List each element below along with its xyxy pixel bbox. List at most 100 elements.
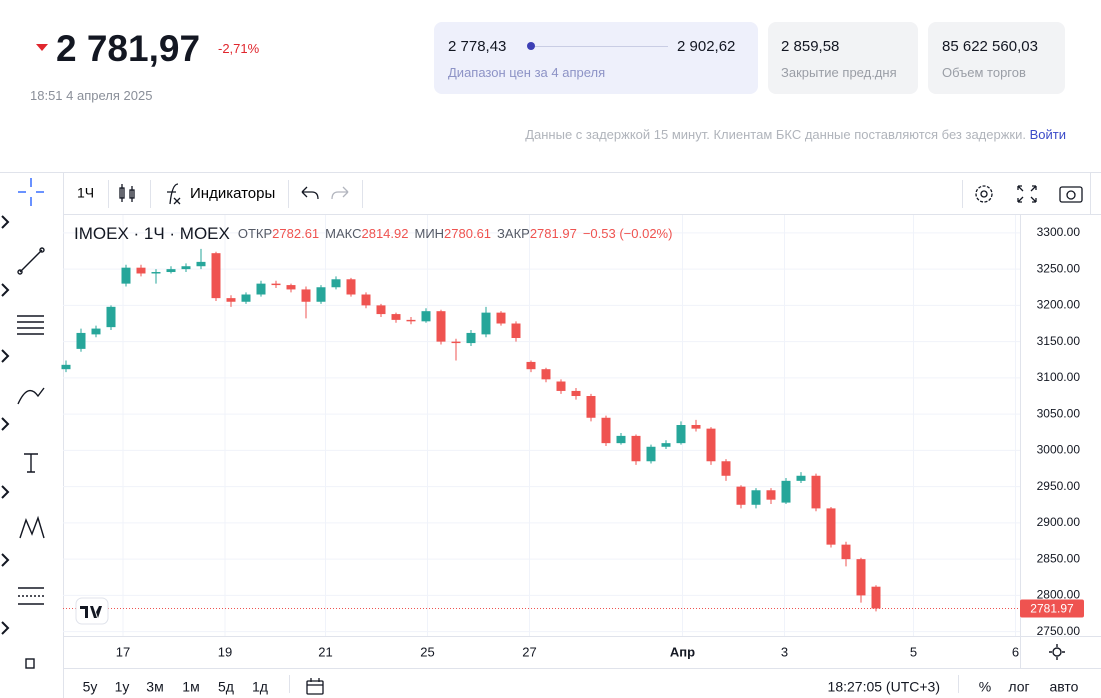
x-tick-label: 21 (318, 644, 332, 659)
candle-body (526, 361, 536, 370)
range-dot (527, 42, 535, 50)
candle-body (541, 369, 551, 380)
candle-body (451, 341, 461, 344)
indicators-icon[interactable] (167, 183, 181, 205)
y-tick-label: 3200.00 (1037, 298, 1081, 312)
x-tick-label: 17 (116, 644, 130, 659)
price: 2 781,97 (56, 28, 201, 69)
scale-button[interactable]: авто (1050, 679, 1079, 695)
candle-body (331, 279, 341, 288)
legend-field-label: ОТКР (238, 226, 272, 241)
candle-body (781, 480, 791, 503)
candle-body (211, 253, 221, 299)
x-tick-label: 19 (218, 644, 232, 659)
range-button[interactable]: 1м (182, 679, 199, 695)
chart-type-button[interactable] (119, 184, 135, 202)
candle-body (61, 364, 71, 370)
plot-area: 2750.00 2800.00 2850.00 2900.00 2950.00 3000.… (61, 215, 1084, 659)
candle-body (571, 390, 581, 397)
legend-field-label: МИН (414, 226, 444, 241)
scale-button[interactable]: лог (1008, 679, 1029, 695)
candle-body (76, 332, 86, 349)
x-tick-label: 27 (522, 644, 536, 659)
range-button[interactable]: 5y (83, 679, 98, 695)
y-tick-label: 3000.00 (1037, 443, 1081, 457)
legend-field-label: МАКС (325, 226, 361, 241)
volume-card (928, 22, 1065, 94)
ohlc-legend: IMOEX · 1Ч · MOEX ОТКР2782.61 МАКС2814.92 М… (74, 224, 672, 243)
legend-field-label: ЗАКР (497, 226, 530, 241)
date-range-button[interactable] (306, 678, 324, 695)
y-tick-label: 3250.00 (1037, 261, 1081, 275)
login-link[interactable]: Войти (1029, 127, 1066, 142)
crosshair-tool[interactable] (18, 178, 44, 206)
scale-button[interactable]: % (979, 679, 991, 695)
candle-body (796, 475, 806, 481)
y-tick-label: 2950.00 (1037, 479, 1081, 493)
candle-body (676, 425, 686, 444)
range-button[interactable]: 3м (146, 679, 163, 695)
screenshot-button[interactable] (1066, 190, 1076, 200)
redo-button[interactable] (331, 186, 349, 200)
candle-body (466, 332, 476, 344)
candle-body (631, 435, 641, 462)
candle-body (706, 428, 716, 462)
expand-chevrons[interactable] (1, 215, 10, 635)
candle-body (841, 544, 851, 560)
candle-body (301, 289, 311, 302)
candle-body (106, 306, 116, 328)
interval-button[interactable]: 1Ч (77, 185, 94, 201)
text-tool[interactable] (24, 453, 38, 473)
screenshot-button[interactable] (1059, 186, 1083, 203)
candle-body (166, 269, 176, 273)
undo-button[interactable] (301, 186, 319, 200)
prediction-tool[interactable] (18, 587, 44, 605)
range-button[interactable]: 1y (115, 679, 130, 695)
measure-tool[interactable] (25, 658, 35, 669)
candle-body (361, 294, 371, 306)
legend-field-value: 2781.97 (530, 226, 577, 241)
candle-body (271, 283, 281, 286)
x-tick-label: 6 (1012, 644, 1019, 659)
indicators-button[interactable]: Индикаторы (190, 185, 275, 202)
widget-bg (0, 172, 1101, 698)
range-label: Диапазон цен за 4 апреля (448, 65, 606, 80)
candle-body (136, 267, 146, 274)
candle-body (601, 417, 611, 444)
notice-text: Данные с задержкой 15 минут. Клиентам БК… (525, 127, 1026, 142)
x-tick-label: 3 (781, 644, 788, 659)
fib-tool[interactable] (17, 315, 44, 335)
range-button[interactable]: 5д (218, 679, 234, 695)
brush-tool[interactable] (17, 387, 45, 405)
range-low: 2 778,43 (448, 38, 507, 55)
range-button[interactable]: 1д (252, 679, 268, 695)
candle-body (91, 328, 101, 335)
candle-body (181, 266, 191, 270)
axis-settings[interactable] (1049, 644, 1065, 660)
clock: 18:27:05 (UTC+3) (828, 679, 940, 695)
last-price-tag (1020, 599, 1084, 618)
candle-body (721, 461, 731, 476)
settings-button[interactable] (975, 185, 993, 203)
y-tick-label: 3100.00 (1037, 370, 1081, 384)
y-tick-label: 2750.00 (1037, 624, 1081, 638)
candle-body (226, 298, 236, 302)
axis-settings[interactable] (1052, 647, 1062, 657)
candle-body (376, 305, 386, 315)
candle-body (196, 261, 206, 267)
trend-line-tool[interactable] (17, 247, 45, 275)
y-tick-label: 2900.00 (1037, 515, 1081, 529)
candle-body (436, 311, 446, 342)
candle-body (496, 312, 506, 324)
legend-symbol: IMOEX · 1Ч · MOEX (74, 224, 230, 243)
candle-body (481, 312, 491, 335)
range-card (434, 22, 758, 94)
legend-change: −0.53 (−0.02%) (583, 226, 673, 241)
legend-field-value: 2814.92 (361, 226, 408, 241)
pattern-tool[interactable] (19, 515, 45, 539)
volume-value: 85 622 560,03 (942, 38, 1038, 55)
fullscreen-button[interactable] (1017, 185, 1037, 203)
candle-body (121, 267, 131, 284)
settings-button[interactable] (980, 190, 988, 198)
candle-body (406, 319, 416, 322)
